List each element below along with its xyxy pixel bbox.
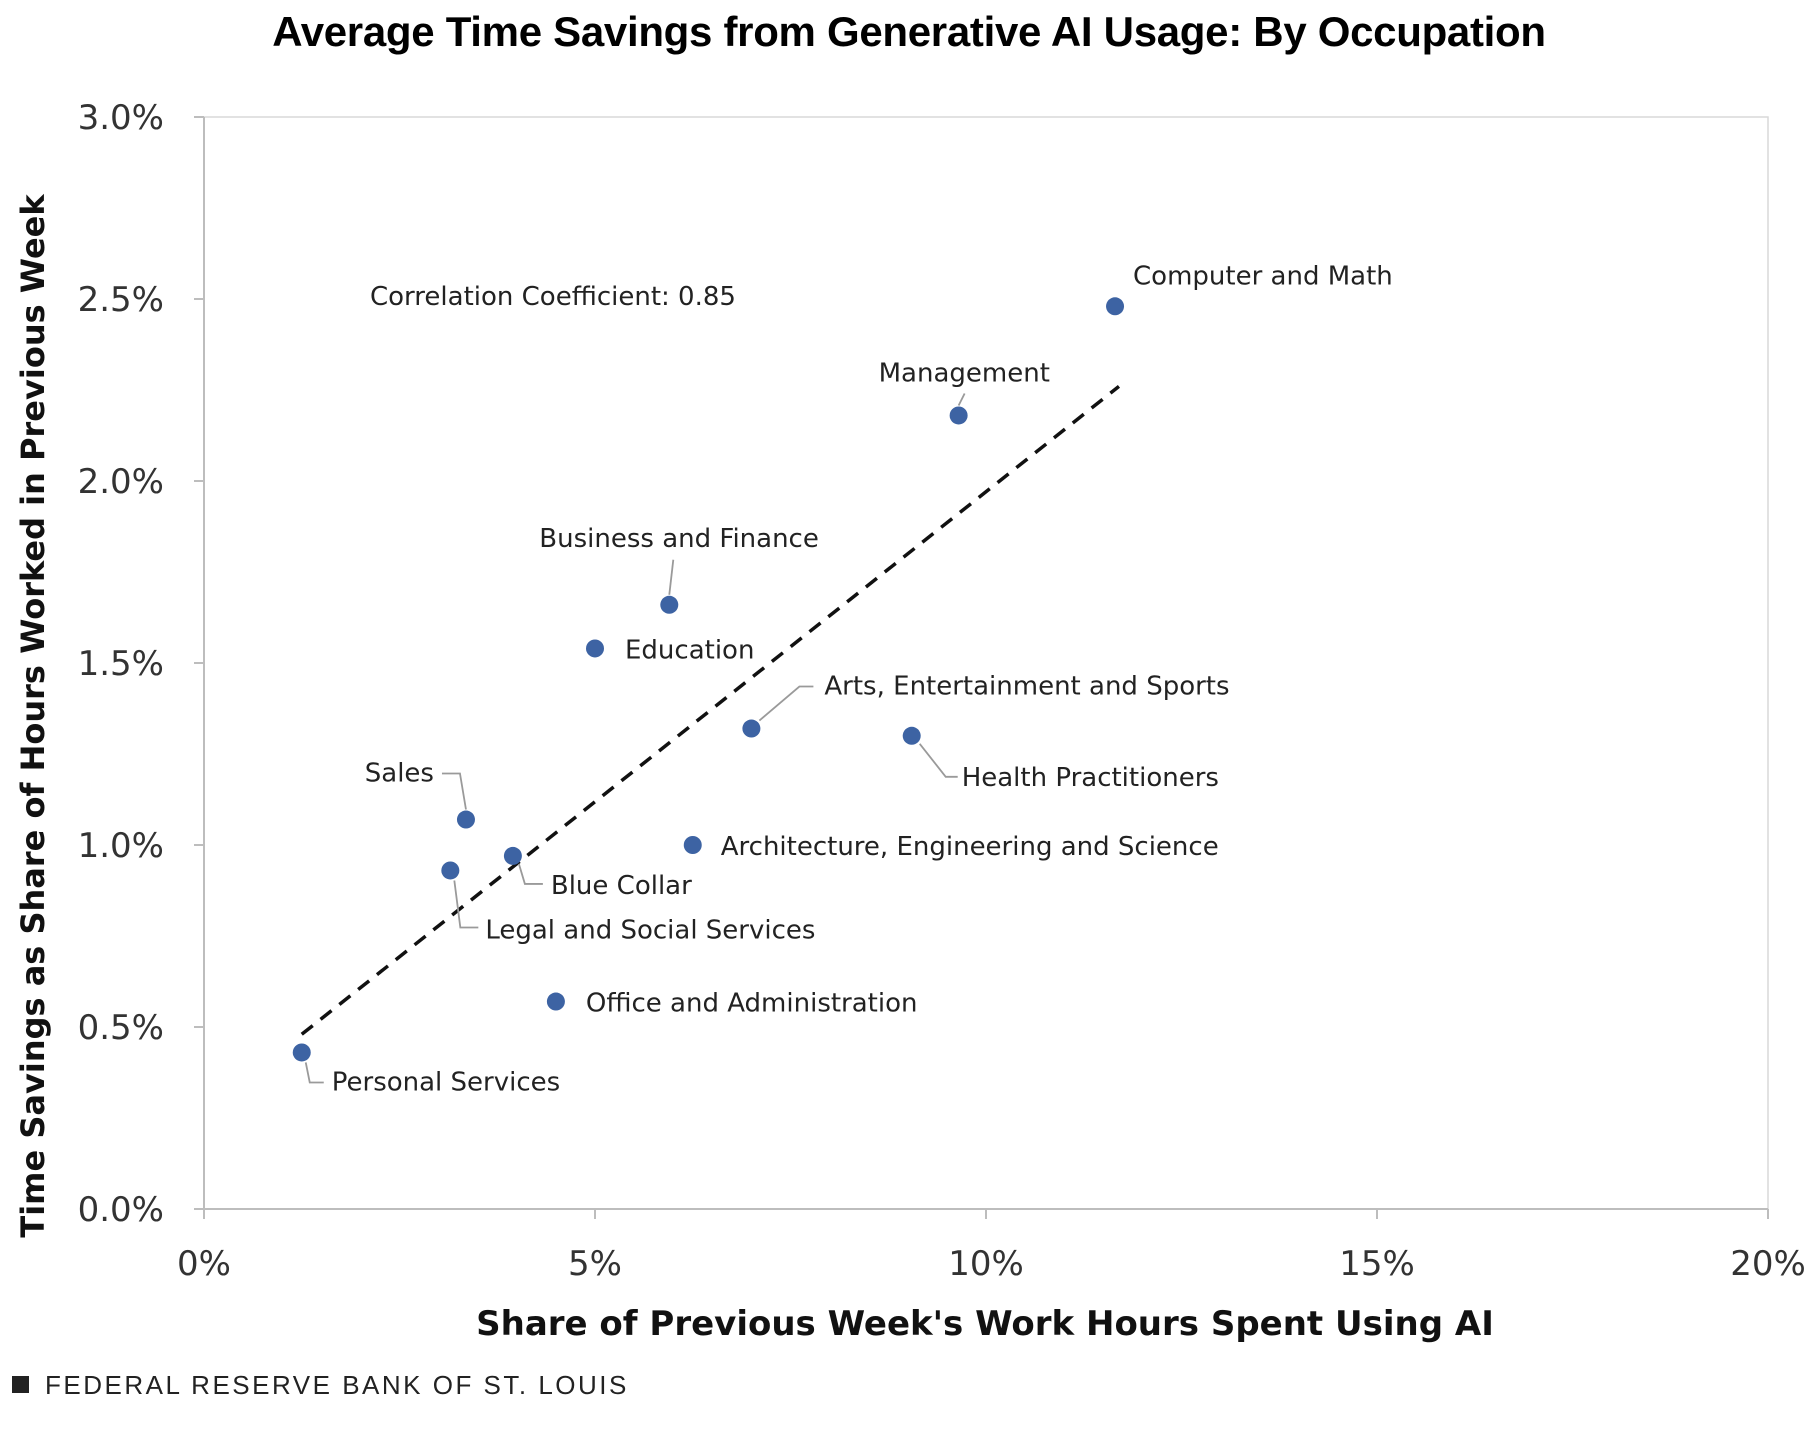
point-health-practitioners xyxy=(902,726,921,745)
label-education: Education xyxy=(625,635,754,665)
label-computer-and-math: Computer and Math xyxy=(1133,261,1393,291)
point-legal-and-social-services xyxy=(441,861,460,880)
trendline xyxy=(300,384,1121,1036)
leader-lines xyxy=(304,393,966,1084)
x-tick-label: 5% xyxy=(568,1244,622,1284)
x-tick-label: 10% xyxy=(948,1244,1024,1284)
leader-legal-and-social-services xyxy=(453,880,479,929)
x-tick-label: 0% xyxy=(177,1244,231,1284)
leader-arts-entertainment-and-sports xyxy=(758,685,814,722)
label-blue-collar: Blue Collar xyxy=(551,871,692,901)
source-square-icon xyxy=(12,1376,29,1393)
label-business-and-finance: Business and Finance xyxy=(539,524,819,554)
leader-business-and-finance xyxy=(668,559,675,595)
y-tick-label: 1.5% xyxy=(78,644,164,684)
point-labels: Computer and Math Management Business and … xyxy=(332,261,1393,1097)
y-tick-label: 0.0% xyxy=(78,1190,164,1230)
axes: 0.0% 0.5% 1.0% 1.5% 2.0% 2.5% 3.0% 0% 5% 10% 15% 20… xyxy=(78,98,1806,1284)
leader-health-practitioners xyxy=(919,743,958,778)
scatter-chart: 0.0% 0.5% 1.0% 1.5% 2.0% 2.5% 3.0% 0% 5% 10% 15% 20… xyxy=(14,98,1806,1344)
leader-blue-collar xyxy=(518,863,543,885)
data-points xyxy=(292,297,1125,1062)
source-footer: FEDERAL RESERVE BANK OF ST. LOUIS xyxy=(12,1370,629,1401)
label-sales: Sales xyxy=(365,759,434,789)
label-legal-and-social-services: Legal and Social Services xyxy=(485,915,815,945)
point-business-and-finance xyxy=(660,595,679,614)
label-architecture-engineering-and-science: Architecture, Engineering and Science xyxy=(721,832,1219,862)
leader-sales xyxy=(441,772,467,810)
point-personal-services xyxy=(292,1043,311,1062)
y-tick-label: 1.0% xyxy=(78,826,164,866)
label-office-and-administration: Office and Administration xyxy=(586,989,918,1019)
y-tick-label: 3.0% xyxy=(78,98,164,138)
plot-frame xyxy=(203,116,1769,1210)
point-office-and-administration xyxy=(546,992,565,1011)
label-personal-services: Personal Services xyxy=(332,1067,560,1097)
label-management: Management xyxy=(879,358,1050,388)
point-sales xyxy=(456,810,475,829)
x-tick-label: 15% xyxy=(1339,1244,1415,1284)
label-arts-entertainment-and-sports: Arts, Entertainment and Sports xyxy=(824,672,1229,702)
y-tick-label: 0.5% xyxy=(78,1008,164,1048)
y-tick-label: 2.0% xyxy=(78,462,164,502)
point-architecture-engineering-and-science xyxy=(683,836,702,854)
chart-title: Average Time Savings from Generative AI … xyxy=(272,8,1546,55)
trendline-layer xyxy=(300,384,1121,1036)
point-computer-and-math xyxy=(1106,297,1125,316)
point-management xyxy=(949,406,968,425)
x-axis-label: Share of Previous Week's Work Hours Spen… xyxy=(476,1304,1494,1344)
leader-management xyxy=(957,393,966,406)
correlation-annotation: Correlation Coefficient: 0.85 xyxy=(370,282,736,312)
source-text: FEDERAL RESERVE BANK OF ST. LOUIS xyxy=(45,1370,629,1400)
x-tick-label: 20% xyxy=(1730,1244,1806,1284)
point-arts-entertainment-and-sports xyxy=(742,719,761,738)
y-axis-label: Time Savings as Share of Hours Worked in… xyxy=(14,194,52,1238)
y-tick-label: 2.5% xyxy=(78,280,164,320)
leader-personal-services xyxy=(304,1062,324,1084)
label-health-practitioners: Health Practitioners xyxy=(962,763,1219,793)
point-education xyxy=(586,639,604,658)
point-blue-collar xyxy=(503,846,522,865)
